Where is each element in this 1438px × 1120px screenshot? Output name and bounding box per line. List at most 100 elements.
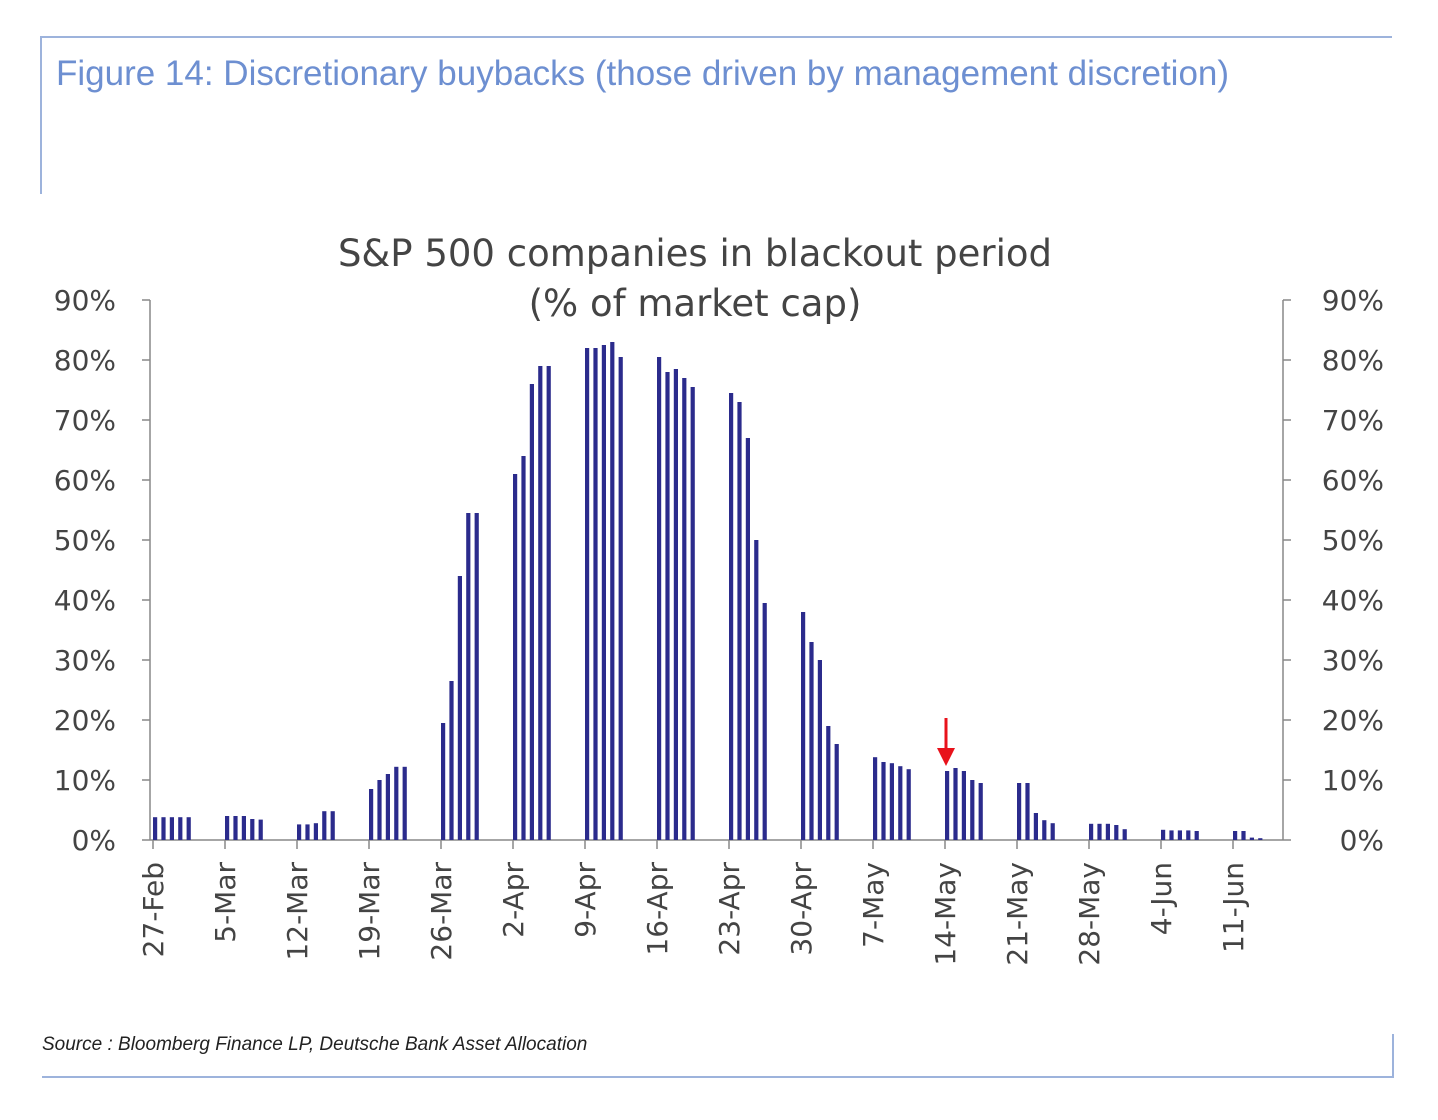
y-tick-label-left: 50% — [54, 524, 116, 557]
x-tick-label: 16-Apr — [641, 862, 674, 956]
x-tick-label: 27-Feb — [137, 862, 170, 957]
bar — [178, 817, 183, 840]
bar — [521, 456, 526, 840]
bar — [1161, 829, 1166, 840]
x-tick-label: 28-May — [1073, 862, 1106, 966]
bar — [385, 774, 390, 840]
bar — [978, 783, 983, 840]
bar — [546, 366, 551, 840]
bar — [961, 771, 966, 840]
bar — [593, 348, 598, 840]
bar — [1233, 831, 1238, 840]
bar — [1186, 830, 1191, 840]
x-tick-label: 9-Apr — [569, 862, 602, 938]
bar — [817, 660, 822, 840]
bar — [186, 817, 191, 840]
bar — [801, 612, 806, 840]
bar — [585, 348, 590, 840]
axes: 0% 0% 10% 10% 20% 20% 30% 30% 40% 40% 50% 50% 60% 60%… — [54, 284, 1384, 857]
chart-subtitle: (% of market cap) — [529, 282, 862, 325]
x-tick-label: 12-Mar — [281, 862, 314, 961]
bar — [610, 342, 615, 840]
bar — [745, 438, 750, 840]
frame-left-rule — [40, 36, 42, 194]
bar — [1017, 783, 1022, 840]
bar — [1089, 823, 1094, 840]
bar — [898, 766, 903, 840]
bar — [394, 766, 399, 840]
bar — [258, 819, 263, 840]
bar — [297, 824, 302, 840]
x-tick-label: 23-Apr — [713, 862, 746, 956]
y-tick-label-left: 40% — [54, 584, 116, 617]
figure-title: Figure 14: Discretionary buybacks (those… — [56, 54, 1230, 93]
bar — [233, 816, 238, 840]
y-tick-label-right: 30% — [1322, 644, 1384, 677]
x-tick-label: 21-May — [1001, 862, 1034, 966]
y-tick-label-right: 70% — [1322, 404, 1384, 437]
frame-top-rule — [40, 36, 1392, 38]
frame-bottom-rule — [42, 1076, 1394, 1078]
source-note: Source : Bloomberg Finance LP, Deutsche … — [42, 1034, 588, 1055]
y-tick-label-left: 60% — [54, 464, 116, 497]
bar — [322, 811, 327, 840]
y-tick-label-left: 30% — [54, 644, 116, 677]
bar — [953, 768, 958, 840]
bar — [754, 540, 759, 840]
x-tick-label: 2-Apr — [497, 862, 530, 938]
bars — [153, 342, 1263, 840]
bar — [945, 771, 950, 840]
y-tick-label-left: 20% — [54, 704, 116, 737]
chart-title: S&P 500 companies in blackout period — [338, 232, 1052, 275]
bar — [601, 345, 606, 840]
bar — [657, 357, 662, 840]
y-tick-label-right: 90% — [1322, 284, 1384, 317]
bar — [241, 816, 246, 840]
y-tick-label-left: 10% — [54, 764, 116, 797]
bar — [1258, 838, 1263, 840]
bar — [457, 576, 462, 840]
bar — [873, 757, 878, 840]
bar — [169, 817, 174, 840]
bar — [906, 769, 911, 840]
x-tick-label: 19-Mar — [353, 862, 386, 961]
bar — [1249, 837, 1254, 840]
y-tick-label-right: 40% — [1322, 584, 1384, 617]
x-tick-label: 5-Mar — [209, 862, 242, 943]
bar — [690, 387, 695, 840]
bar — [377, 780, 382, 840]
bar — [762, 603, 767, 840]
y-tick-label-right: 50% — [1322, 524, 1384, 557]
bar — [834, 744, 839, 840]
bar — [161, 817, 166, 840]
bar — [1025, 783, 1030, 840]
bar — [330, 811, 335, 840]
y-tick-label-left: 90% — [54, 284, 116, 317]
annotation-arrow-head — [937, 748, 955, 766]
bar — [1169, 830, 1174, 840]
bar — [250, 819, 255, 840]
x-tick-label: 30-Apr — [785, 862, 818, 956]
bar — [513, 474, 518, 840]
bar — [313, 823, 318, 840]
bar — [1114, 825, 1119, 840]
bar — [665, 372, 670, 840]
bar — [729, 393, 734, 840]
bar — [1105, 823, 1110, 840]
bar — [1050, 823, 1055, 840]
y-tick-label-right: 20% — [1322, 704, 1384, 737]
y-tick-label-left: 70% — [54, 404, 116, 437]
bar — [682, 378, 687, 840]
bar — [1241, 831, 1246, 840]
bar — [225, 816, 230, 840]
bar — [1033, 813, 1038, 840]
bar — [826, 726, 831, 840]
bar — [737, 402, 742, 840]
x-tick-labels: 27-Feb 5-Mar 12-Mar 19-Mar 26-Mar 2-Apr 9-Apr 1… — [137, 862, 1250, 966]
bar — [809, 642, 814, 840]
bar — [673, 369, 678, 840]
bar — [881, 762, 886, 840]
bar — [466, 513, 471, 840]
bar — [441, 723, 446, 840]
